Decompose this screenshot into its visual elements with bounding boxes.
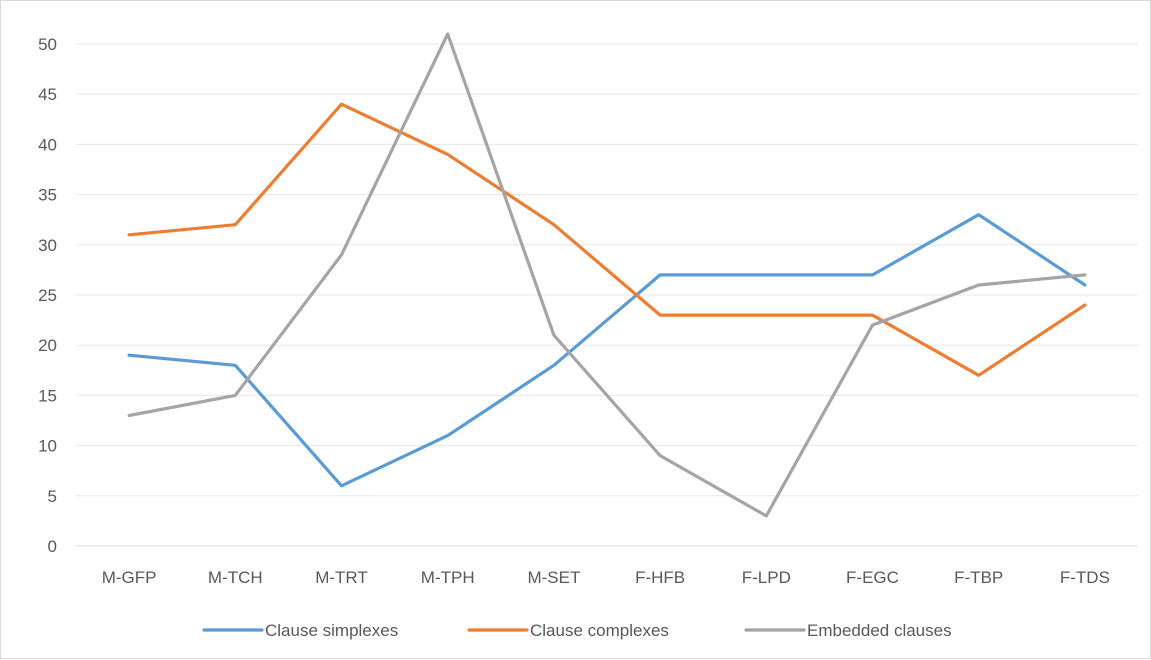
legend-label: Embedded clauses — [807, 621, 952, 640]
x-tick-label: M-TCH — [208, 568, 263, 587]
series-line-2 — [129, 34, 1085, 516]
y-axis-ticks: 0 5 10 15 20 25 30 35 40 45 50 — [38, 35, 57, 556]
x-tick-label: M-SET — [527, 568, 580, 587]
y-tick-label: 20 — [38, 336, 57, 355]
y-tick-label: 45 — [38, 85, 57, 104]
x-tick-label: F-EGC — [846, 568, 899, 587]
x-tick-label: M-GFP — [102, 568, 157, 587]
x-tick-label: F-LPD — [742, 568, 791, 587]
gridlines — [76, 44, 1138, 546]
legend: Clause simplexes Clause complexes Embedded… — [204, 621, 952, 640]
y-tick-label: 25 — [38, 286, 57, 305]
y-tick-label: 0 — [48, 537, 57, 556]
legend-label: Clause simplexes — [265, 621, 398, 640]
y-tick-label: 50 — [38, 35, 57, 54]
y-tick-label: 15 — [38, 386, 57, 405]
x-tick-label: F-TBP — [954, 568, 1003, 587]
y-tick-label: 35 — [38, 186, 57, 205]
x-axis-ticks: M-GFP M-TCH M-TRT M-TPH M-SET F-HFB F-LPD F-EGC… — [102, 568, 1110, 587]
x-tick-label: M-TPH — [421, 568, 475, 587]
series-lines — [129, 34, 1085, 516]
y-tick-label: 30 — [38, 236, 57, 255]
y-tick-label: 40 — [38, 135, 57, 154]
x-tick-label: F-HFB — [635, 568, 685, 587]
y-tick-label: 10 — [38, 437, 57, 456]
x-tick-label: M-TRT — [315, 568, 368, 587]
x-tick-label: F-TDS — [1060, 568, 1110, 587]
legend-label: Clause complexes — [530, 621, 669, 640]
y-tick-label: 5 — [48, 487, 57, 506]
